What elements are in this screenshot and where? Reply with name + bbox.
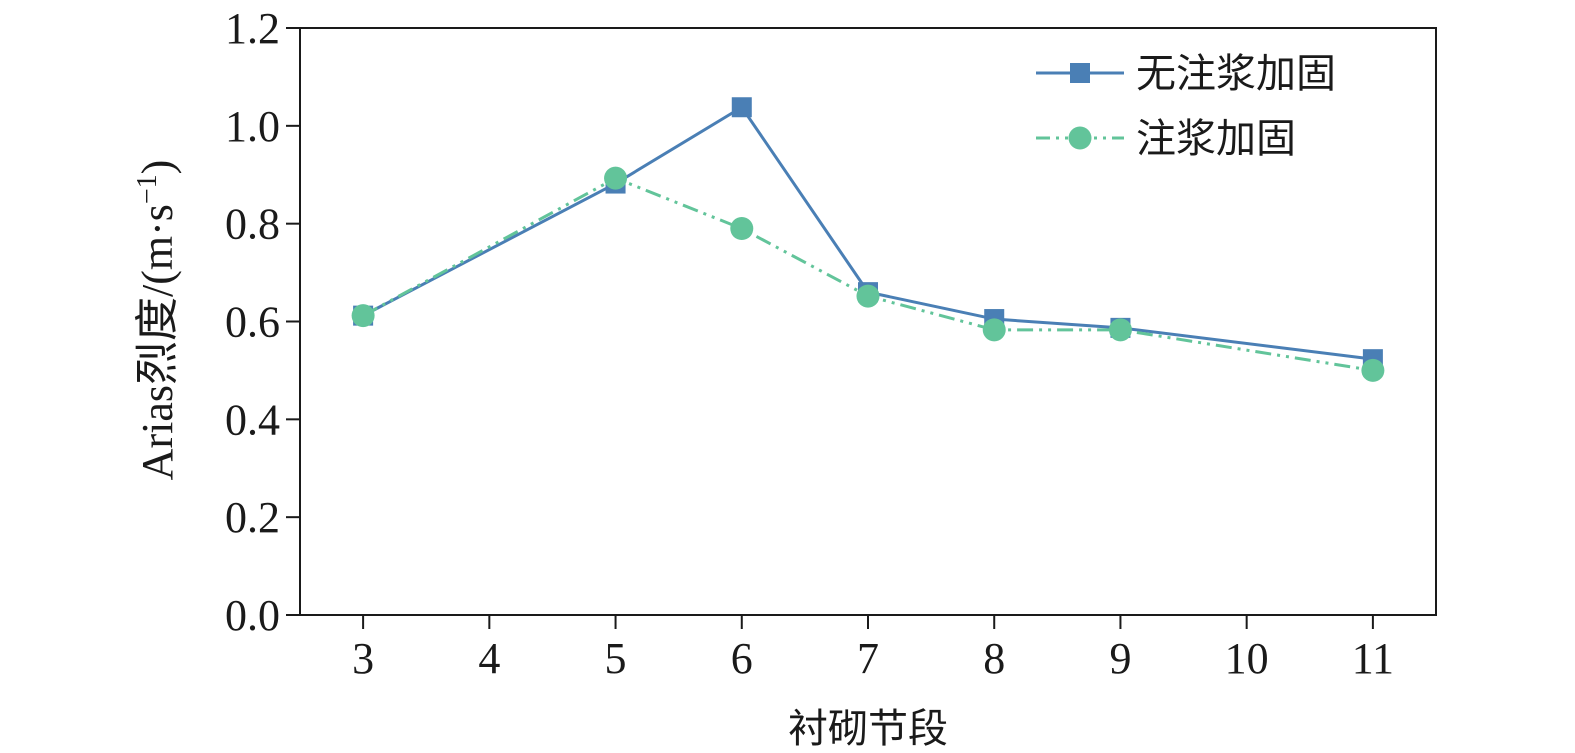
x-tick-label-6: 6 (731, 634, 753, 683)
series-1-point-6 (730, 217, 754, 241)
series-1-point-9 (1108, 318, 1132, 342)
legend-marker-0 (1070, 63, 1090, 83)
series-1-point-7 (856, 284, 880, 308)
x-tick-label-9: 9 (1109, 634, 1131, 683)
series-1-point-5 (604, 166, 628, 190)
y-axis-title: Arias烈度/(m·s−1) (132, 160, 182, 481)
legend-label-1: 注浆加固 (1136, 116, 1296, 162)
x-tick-label-5: 5 (605, 634, 627, 683)
x-tick-label-11: 11 (1352, 634, 1394, 683)
x-axis-title: 衬砌节段 (788, 706, 948, 752)
series-1 (351, 166, 1385, 382)
legend-item-1: 注浆加固 (1036, 116, 1296, 162)
y-tick-label-1: 0.2 (225, 493, 280, 542)
series-1-point-3 (351, 304, 375, 328)
x-tick-label-8: 8 (983, 634, 1005, 683)
series-1-point-11 (1361, 358, 1385, 382)
series-layer (351, 97, 1385, 382)
x-tick-label-4: 4 (478, 634, 500, 683)
y-tick-label-0: 0.0 (225, 591, 280, 640)
y-tick-label-3: 0.6 (225, 298, 280, 347)
x-tick-label-7: 7 (857, 634, 879, 683)
x-tick-label-3: 3 (352, 634, 374, 683)
y-tick-label-2: 0.4 (225, 395, 280, 444)
y-tick-label-4: 0.8 (225, 200, 280, 249)
legend-label-0: 无注浆加固 (1136, 51, 1336, 97)
y-tick-label-5: 1.0 (225, 102, 280, 151)
legend-marker-1 (1068, 126, 1092, 150)
y-tick-label-6: 1.2 (225, 4, 280, 53)
ticks: 3 4 5 6 7 8 9 10 11 0.0 0.2 0.4 0.6 0.8 1.0 1.2 (225, 4, 1394, 683)
series-0-point-6 (731, 97, 752, 118)
legend-item-0: 无注浆加固 (1036, 51, 1336, 97)
series-1-point-8 (982, 318, 1006, 342)
x-tick-label-10: 10 (1225, 634, 1269, 683)
y-axis-title-superscript: −1 (132, 174, 163, 204)
y-axis-title-close: ) (133, 160, 182, 175)
